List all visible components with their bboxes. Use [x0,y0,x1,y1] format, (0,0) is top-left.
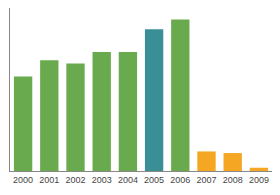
svg-text:2007: 2007 [196,175,216,185]
svg-text:2004: 2004 [118,175,138,185]
svg-text:2002: 2002 [65,175,85,185]
svg-text:2005: 2005 [144,175,164,185]
svg-text:2003: 2003 [92,175,112,185]
svg-text:2009: 2009 [249,175,269,185]
svg-text:2008: 2008 [223,175,243,185]
svg-text:2006: 2006 [170,175,190,185]
svg-text:2000: 2000 [13,175,33,185]
svg-text:2001: 2001 [39,175,59,185]
